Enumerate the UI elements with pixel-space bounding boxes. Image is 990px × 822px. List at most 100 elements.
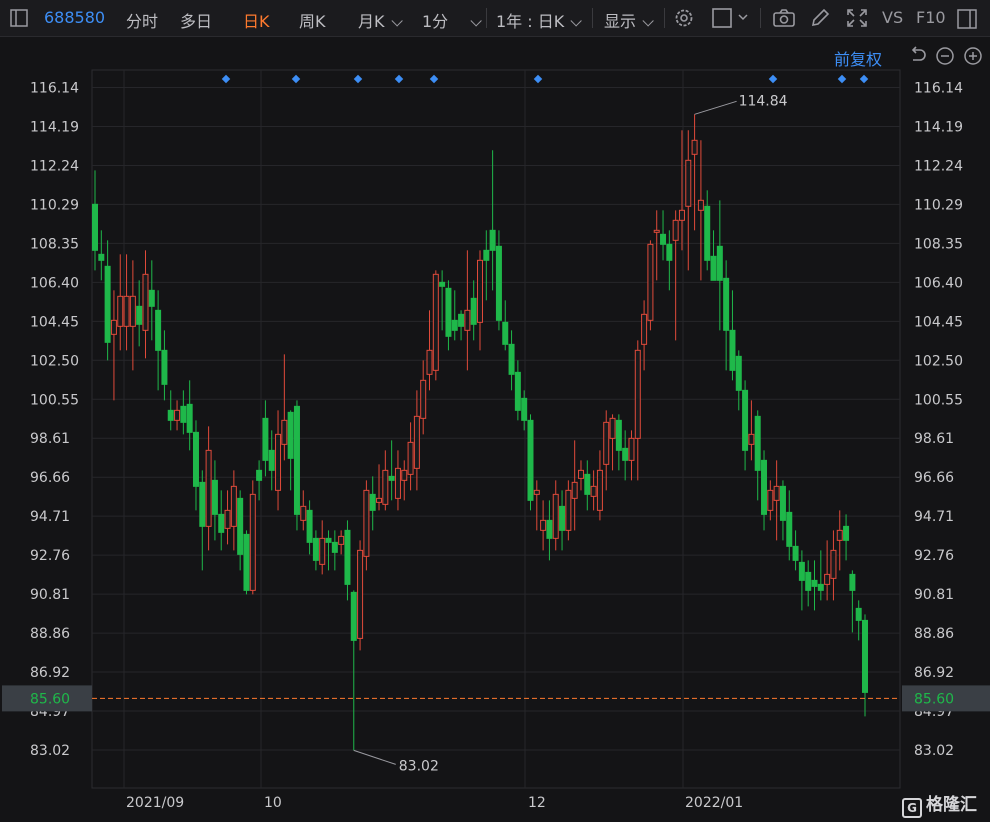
zoom-out-icon[interactable] [935,46,955,70]
y-tick-label-right: 102.50 [914,353,963,369]
candle-body [439,281,446,287]
sidebar-toggle-icon[interactable] [10,9,28,31]
candle-body [148,289,155,307]
candle-body [830,549,837,579]
y-tick-label-left: 112.24 [30,158,79,174]
last-price-tag-left [2,685,92,712]
tab-fenshi[interactable]: 分时 [126,12,159,31]
candle-body [161,349,168,385]
candle-body [622,447,629,461]
candle-body [761,459,768,515]
candle-body [167,409,174,421]
tab-duori[interactable]: 多日 [180,12,213,31]
candle-body [786,511,793,547]
chevron-down-icon [642,15,654,27]
y-tick-label-right: 112.24 [914,158,963,174]
candle-body [862,619,868,693]
f10-button[interactable]: F10 [916,8,946,27]
tab-rik[interactable]: 日K [243,12,270,31]
min-leader-line [353,749,396,765]
divider [760,8,761,28]
candle-body [464,309,471,331]
candle-body [836,529,843,541]
candle-body [767,489,774,511]
y-tick-label-right: 110.29 [914,197,963,213]
candle-body [660,233,667,245]
candle-body [584,473,591,495]
candle-body [628,437,635,461]
y-tick-label-right: 114.19 [914,119,963,135]
divider [664,8,665,28]
camera-icon[interactable] [772,7,796,33]
candle-body [540,519,547,531]
x-tick-label: 2022/01 [685,795,743,811]
display-select[interactable]: 显示 [604,8,654,32]
y-tick-label-right: 100.55 [914,392,963,408]
y-tick-label-left: 116.14 [30,81,79,97]
y-tick-label-left: 102.50 [30,353,79,369]
candle-body [369,493,376,511]
y-tick-label-right: 98.61 [914,431,954,447]
candle-body [92,203,98,251]
candle-body [483,249,490,261]
candle-body [451,319,458,331]
candle-body [855,607,862,621]
y-tick-label-left: 92.76 [30,548,70,564]
tab-yuek-label: 月K [358,12,385,31]
y-tick-label-left: 104.45 [30,314,79,330]
tab-minute[interactable]: 1分 [422,8,482,32]
candle-body [678,209,685,221]
candle-body [218,513,225,533]
tab-zhouk[interactable]: 周K [299,12,326,31]
range-select[interactable]: 1年 : 日K [496,8,583,32]
tab-yuek[interactable]: 月K [358,8,403,32]
adjust-mode-button[interactable]: 前复权 [834,50,883,69]
y-tick-label-right: 106.40 [914,275,963,291]
last-price-label-left: 85.60 [30,691,70,707]
vs-button[interactable]: VS [882,8,904,27]
candle-body [445,287,452,337]
candle-body [565,489,572,531]
candle-body [748,433,755,445]
candle-body [376,497,383,503]
event-marker-icon [859,74,869,84]
candle-body [382,469,389,505]
y-tick-label-left: 86.92 [30,665,70,681]
candle-body [243,533,250,591]
candle-body [363,489,370,557]
candle-body [603,421,610,465]
candle-body [672,219,679,241]
y-tick-label-left: 83.02 [30,743,70,759]
candle-body [527,419,534,501]
layout-icon[interactable] [711,7,751,33]
brand-logo: G 格隆汇 [902,790,977,818]
candle-body [117,295,124,327]
x-tick-label: 10 [264,795,282,811]
y-tick-label-right: 116.14 [914,81,963,97]
candle-body [104,265,111,343]
y-tick-label-left: 108.35 [30,236,79,252]
candle-body [609,417,616,439]
candle-body [325,537,332,543]
candle-body [350,591,357,641]
event-marker-icon [394,74,404,84]
candle-body [136,305,143,325]
candle-body [129,295,136,327]
candle-body [716,245,723,281]
candle-body [647,243,654,321]
zoom-in-icon[interactable] [963,46,983,70]
fullscreen-icon[interactable] [845,7,869,33]
candle-body [413,415,420,469]
candle-body [287,411,294,459]
gear-icon[interactable] [673,7,695,33]
panel-icon[interactable] [957,9,977,33]
candle-body [205,449,212,527]
undo-icon[interactable] [908,46,928,70]
candle-body [275,433,282,491]
candle-body [432,273,439,371]
candle-body [401,469,408,481]
candle-body [249,493,256,591]
pencil-icon[interactable] [809,7,831,33]
candle-body [426,349,433,375]
